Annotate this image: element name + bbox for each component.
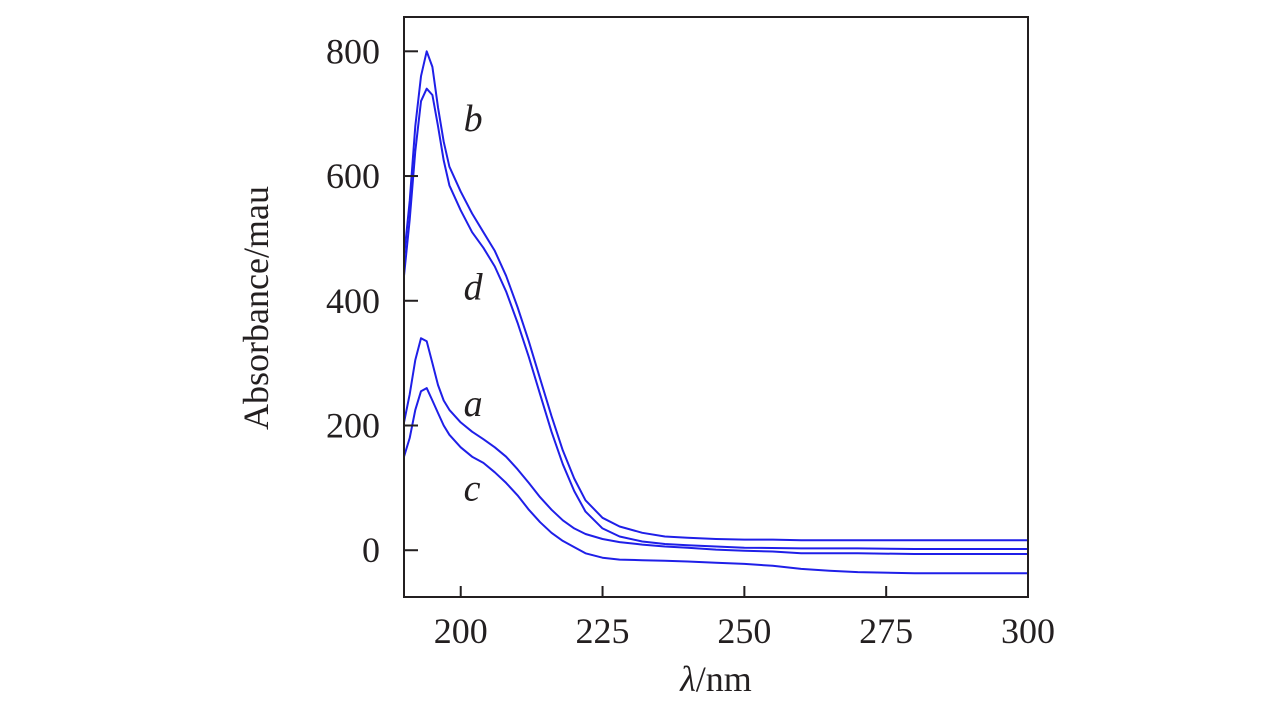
y-tick-label: 400	[326, 281, 380, 321]
series-label-d: d	[464, 267, 484, 309]
curves-layer	[403, 50, 1029, 575]
series-line-a	[403, 337, 1029, 555]
x-tick-label: 250	[717, 611, 771, 651]
y-axis-label: Absorbance/mau	[236, 186, 276, 430]
series-line-d	[403, 87, 1029, 550]
x-axis-symbol: λ	[679, 659, 696, 699]
plot-frame	[403, 16, 1029, 598]
y-tick-label: 800	[326, 31, 380, 71]
series-label-a: a	[464, 383, 483, 425]
x-tick-label: 300	[1001, 611, 1055, 651]
series-label-c: c	[464, 467, 481, 509]
y-tick-label: 200	[326, 405, 380, 445]
y-tick-label: 600	[326, 156, 380, 196]
ticks-layer	[404, 50, 1029, 597]
series-label-b: b	[464, 98, 483, 140]
x-tick-label: 275	[859, 611, 913, 651]
x-tick-label: 200	[434, 611, 488, 651]
series-line-c	[403, 387, 1029, 575]
x-tick-label: 225	[576, 611, 630, 651]
labels-layer: 200 225 250 275 300 0 200 400 600 800 b d ac	[326, 31, 1055, 651]
x-axis-label: λ/nm	[679, 659, 752, 699]
y-tick-label: 0	[362, 530, 380, 570]
x-axis-unit: /nm	[696, 659, 752, 699]
series-line-b	[403, 50, 1029, 542]
